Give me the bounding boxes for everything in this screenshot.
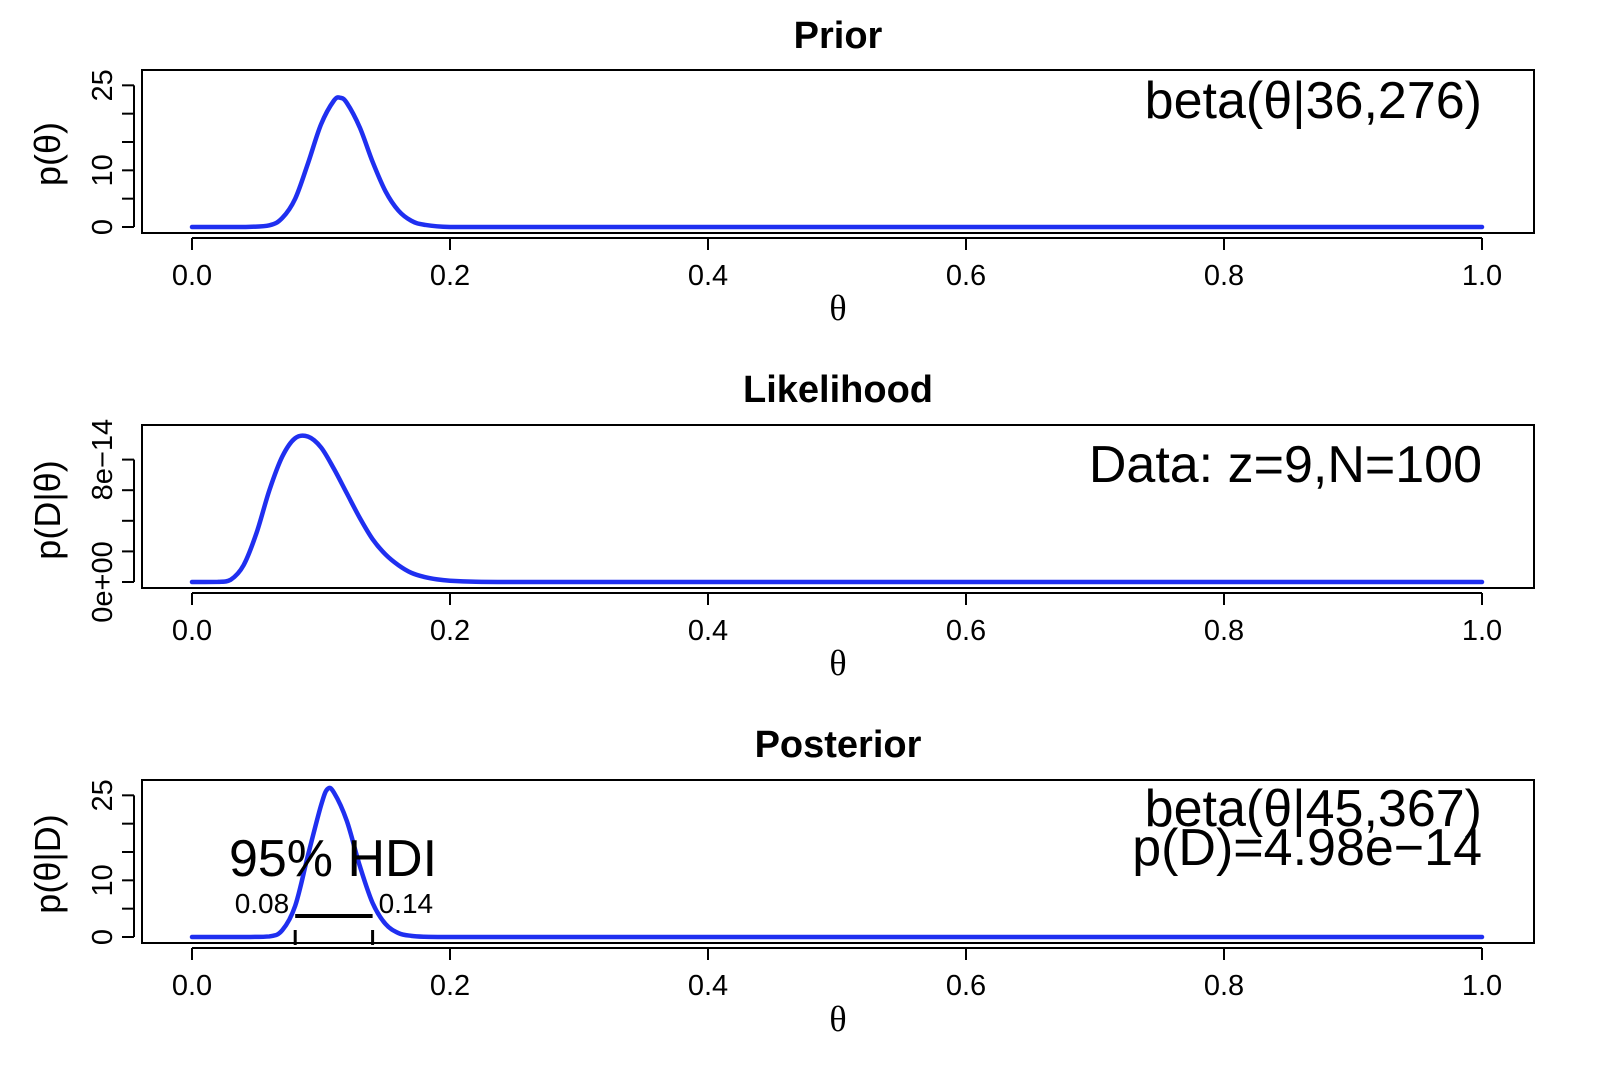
posterior-plot-frame (141, 779, 1535, 944)
likelihood-data-annotation: Data: z=9,N=100 (1089, 436, 1482, 494)
likelihood-x-tick-label: 0.4 (688, 615, 728, 647)
prior-x-tick-label: 0.2 (430, 260, 470, 292)
posterior-x-tick-label: 0.8 (1204, 970, 1244, 1002)
prior-plot-frame (141, 69, 1535, 234)
likelihood-x-axis: 0.0 0.2 0.4 0.6 0.8 1.0 (172, 592, 1502, 647)
posterior-y-tick-label: 10 (87, 864, 119, 896)
prior-x-tick-label: 0.4 (688, 260, 728, 292)
prior-panel: Prior 0.0 0.2 0.4 0.6 0.8 1.0 0 10 25 θ p(θ) be… (27, 15, 1535, 328)
prior-y-tick-label: 25 (87, 69, 119, 101)
prior-title: Prior (794, 15, 883, 57)
posterior-x-axis: 0.0 0.2 0.4 0.6 0.8 1.0 (172, 947, 1502, 1002)
posterior-density-curve (189, 785, 1485, 940)
prior-x-tick-label: 0.6 (946, 260, 986, 292)
prior-y-axis-label: p(θ) (27, 122, 68, 186)
posterior-distribution-annotation: beta(θ|45,367) (1145, 780, 1482, 838)
hdi-high-label: 0.14 (379, 888, 434, 919)
posterior-evidence-annotation: p(D)=4.98e−14 (1132, 819, 1482, 877)
prior-density-curve (189, 95, 1485, 230)
posterior-x-tick-label: 0.0 (172, 970, 212, 1002)
likelihood-y-axis: 0e+00 8e−14 (87, 419, 135, 623)
posterior-y-tick-label: 0 (87, 929, 119, 945)
prior-x-tick-label: 0.8 (1204, 260, 1244, 292)
likelihood-panel: Likelihood 0.0 0.2 0.4 0.6 0.8 1.0 0e+00 8e−14… (27, 369, 1535, 683)
likelihood-y-tick-label: 0e+00 (87, 541, 119, 622)
likelihood-x-tick-label: 0.8 (1204, 615, 1244, 647)
prior-y-axis: 0 10 25 (87, 69, 135, 235)
likelihood-y-tick-label: 8e−14 (87, 419, 119, 500)
prior-x-tick-label: 0.0 (172, 260, 212, 292)
posterior-panel: Posterior 0.0 0.2 0.4 0.6 0.8 1.0 0 10 25 θ p(θ… (27, 724, 1535, 1039)
posterior-x-tick-label: 0.6 (946, 970, 986, 1002)
posterior-y-tick-label: 25 (87, 779, 119, 811)
posterior-y-axis-label: p(θ|D) (27, 814, 68, 913)
posterior-x-tick-label: 1.0 (1462, 970, 1502, 1002)
prior-x-axis-label: θ (829, 288, 846, 328)
likelihood-x-axis-label: θ (829, 643, 846, 683)
likelihood-curve (189, 433, 1485, 585)
posterior-x-tick-label: 0.4 (688, 970, 728, 1002)
posterior-y-axis: 0 10 25 (87, 779, 135, 945)
hdi-low-label: 0.08 (235, 888, 290, 919)
posterior-x-axis-label: θ (829, 999, 846, 1039)
likelihood-y-axis-label: p(D|θ) (27, 460, 68, 559)
prior-distribution-annotation: beta(θ|36,276) (1145, 72, 1482, 130)
likelihood-x-tick-label: 0.6 (946, 615, 986, 647)
posterior-x-tick-label: 0.2 (430, 970, 470, 1002)
prior-x-tick-label: 1.0 (1462, 260, 1502, 292)
likelihood-x-tick-label: 0.2 (430, 615, 470, 647)
posterior-title: Posterior (755, 724, 922, 766)
likelihood-plot-frame (141, 424, 1535, 589)
hdi-label: 95% HDI (229, 830, 437, 888)
prior-y-tick-label: 0 (87, 219, 119, 235)
likelihood-x-tick-label: 0.0 (172, 615, 212, 647)
likelihood-title: Likelihood (743, 369, 933, 411)
likelihood-x-tick-label: 1.0 (1462, 615, 1502, 647)
prior-y-tick-label: 10 (87, 154, 119, 186)
prior-x-axis: 0.0 0.2 0.4 0.6 0.8 1.0 (172, 237, 1502, 292)
